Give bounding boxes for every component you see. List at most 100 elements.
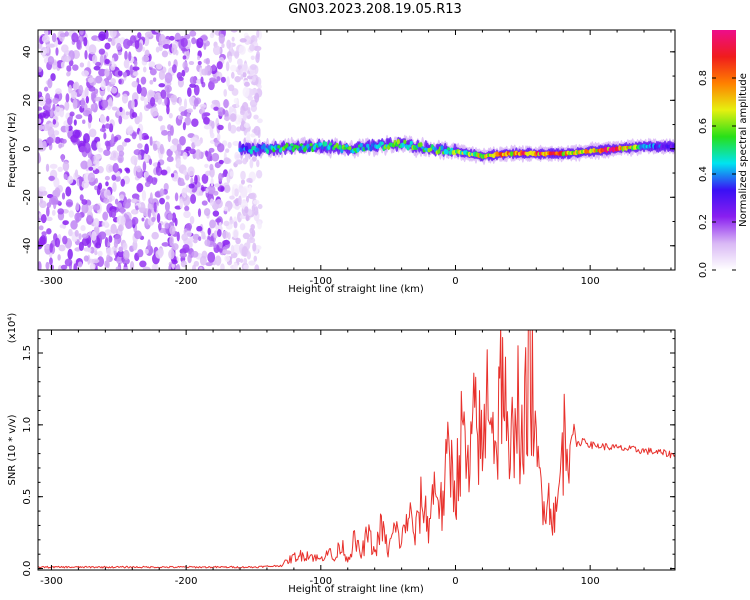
noise-blob	[108, 97, 113, 107]
noise-blob	[103, 132, 107, 140]
noise-blob	[256, 159, 260, 168]
noise-blob	[114, 37, 122, 44]
signal-cell	[440, 145, 444, 151]
noise-blob	[49, 257, 53, 266]
noise-blob	[87, 158, 92, 168]
noise-blob	[88, 166, 94, 171]
noise-blob	[240, 74, 244, 80]
noise-blob	[246, 131, 251, 140]
signal-cell	[396, 138, 400, 145]
noise-blob	[106, 115, 110, 122]
noise-blob	[193, 238, 198, 244]
noise-blob	[74, 229, 79, 237]
noise-blob	[247, 106, 251, 114]
noise-blob	[181, 69, 186, 77]
noise-blob	[65, 93, 70, 103]
noise-blob	[209, 198, 214, 206]
noise-blob	[66, 65, 72, 72]
noise-blob	[101, 221, 106, 227]
noise-blob	[110, 78, 116, 85]
signal-cell	[288, 146, 292, 151]
noise-blob	[179, 198, 184, 209]
noise-blob	[246, 177, 253, 183]
x-tick-label: 100	[581, 576, 600, 587]
noise-blob	[120, 178, 126, 187]
noise-blob	[67, 175, 74, 185]
signal-cell	[262, 143, 266, 149]
noise-blob	[131, 216, 139, 225]
noise-blob	[47, 78, 53, 89]
heatmap-x-ticks: -300 -200 -100 0 100	[40, 30, 672, 287]
noise-blob	[59, 107, 65, 118]
noise-blob	[220, 76, 226, 83]
noise-blob	[227, 205, 231, 212]
noise-blob	[46, 43, 50, 54]
snr-series-line	[38, 330, 675, 569]
noise-blob	[197, 208, 202, 218]
noise-blob	[181, 187, 187, 198]
noise-blob	[205, 57, 210, 65]
noise-blob	[239, 109, 245, 116]
noise-blob	[38, 152, 41, 164]
noise-blob	[79, 194, 84, 201]
noise-blob	[103, 149, 111, 156]
noise-blob	[158, 44, 163, 52]
noise-blob	[85, 96, 90, 104]
noise-blob	[221, 230, 229, 239]
noise-blob	[184, 66, 190, 73]
noise-blob	[207, 227, 211, 236]
noise-blob	[229, 113, 237, 122]
noise-blob	[184, 205, 190, 212]
noise-blob	[127, 198, 132, 204]
noise-blob	[248, 260, 256, 266]
x-tick-label: 0	[452, 276, 458, 287]
noise-blob	[77, 261, 83, 268]
noise-blob	[107, 84, 111, 92]
signal-cell	[448, 150, 452, 156]
noise-blob	[201, 173, 209, 184]
noise-blob	[80, 97, 86, 109]
noise-blob	[106, 254, 110, 264]
signal-cell	[419, 142, 423, 148]
noise-blob	[182, 244, 190, 253]
noise-blob	[52, 119, 57, 125]
noise-blob	[201, 231, 206, 240]
noise-blob	[62, 161, 70, 172]
noise-blob	[122, 71, 128, 78]
noise-blob	[162, 43, 171, 50]
noise-blob	[59, 224, 66, 229]
noise-blob	[39, 235, 46, 246]
noise-blob	[237, 211, 242, 223]
noise-blob	[38, 43, 43, 49]
noise-blob	[94, 136, 101, 143]
noise-blob	[69, 111, 75, 117]
noise-blob	[229, 170, 234, 177]
noise-blob	[46, 136, 54, 144]
noise-blob	[185, 230, 192, 237]
noise-blob	[72, 64, 79, 71]
noise-blob	[159, 143, 164, 155]
noise-blob	[75, 202, 80, 211]
noise-blob	[116, 256, 123, 265]
noise-blob	[117, 70, 123, 77]
noise-blob	[171, 243, 179, 251]
noise-blob	[158, 222, 162, 231]
noise-blob	[232, 140, 240, 147]
noise-blob	[170, 94, 178, 103]
noise-blob	[220, 186, 225, 192]
heatmap-y-ticks: -40 -20 0 20 40	[22, 45, 675, 271]
noise-blob	[91, 258, 100, 264]
noise-blob	[244, 35, 251, 46]
noise-blob	[242, 232, 250, 240]
noise-blob	[57, 254, 61, 261]
noise-blob	[254, 92, 260, 103]
heatmap-y-label: Frequency (Hz)	[7, 112, 18, 188]
noise-blob	[94, 185, 98, 191]
noise-blob	[142, 161, 147, 172]
noise-blob	[205, 187, 209, 194]
noise-blob	[94, 96, 102, 102]
heatmap-x-label: Height of straight line (km)	[288, 284, 424, 295]
x-tick-label: -300	[40, 576, 63, 587]
noise-blob	[210, 177, 214, 187]
noise-blob	[234, 159, 243, 165]
